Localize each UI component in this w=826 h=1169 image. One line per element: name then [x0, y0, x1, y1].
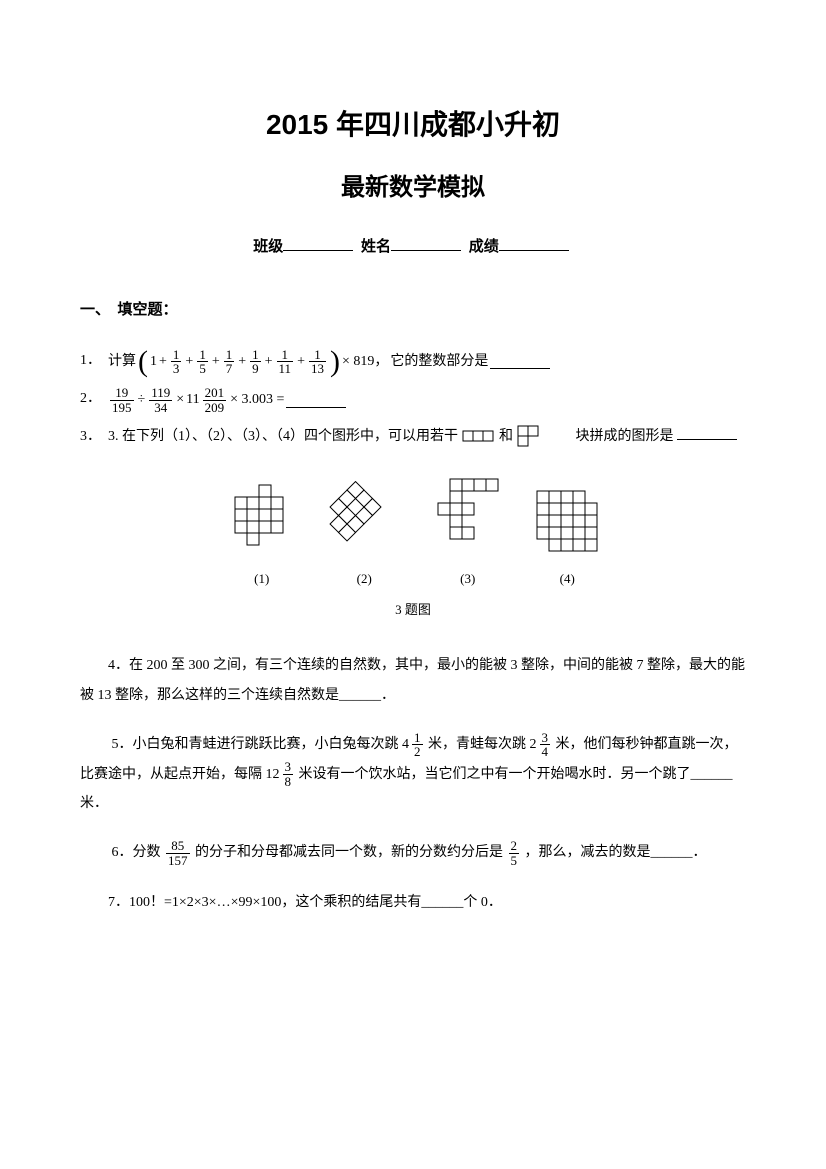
question-5: 5．小白兔和青蛙进行跳跃比赛，小白兔每次跳 412 米，青蛙每次跳 234 米，… — [80, 730, 746, 818]
question-2: 2． 19195 ÷ 11934 × 11201209 × 3.003 = — [80, 386, 746, 414]
doc-subtitle: 最新数学模拟 — [80, 166, 746, 209]
q1-one: 1 — [150, 349, 157, 374]
doc-title: 2015 年四川成都小升初 — [80, 100, 746, 150]
class-label: 班级 — [253, 239, 283, 255]
tromino-i-icon — [462, 430, 496, 444]
q1-body: 计算 ( 1 + 13 + 15 + 17 + 19 + 111 + 113 )… — [108, 348, 746, 376]
score-blank — [499, 235, 569, 251]
score-label: 成绩 — [469, 239, 499, 255]
question-3: 3． 3. 在下列（1）、（2）、（3）、（4）四个图形中，可以用若干 和 块拼… — [80, 424, 746, 449]
figure-caption: 3 题图 — [80, 598, 746, 621]
q1-number: 1． — [80, 348, 108, 373]
tromino-l-icon — [517, 425, 541, 449]
q2-number: 2． — [80, 386, 108, 411]
question-6: 6．分数 85157 的分子和分母都减去同一个数，新的分数约分后是 25 ，那么… — [80, 838, 746, 867]
question-7: 7．100！=1×2×3×…×99×100，这个乘积的结尾共有______个 0… — [80, 888, 746, 917]
figure-3: (3) — [432, 477, 504, 590]
name-label: 姓名 — [361, 239, 391, 255]
q3-number: 3． — [80, 424, 108, 449]
question-4: 4．在 200 至 300 之间，有三个连续的自然数，其中，最小的能被 3 整除… — [80, 651, 746, 710]
figure-row: (1) (2) (3) — [80, 477, 746, 590]
section1-heading: 一、 填空题： — [80, 297, 746, 324]
info-line: 班级 姓名 成绩 — [80, 234, 746, 261]
figure-2: (2) — [328, 481, 400, 590]
q3-body: 3. 在下列（1）、（2）、（3）、（4）四个图形中，可以用若干 和 块拼成的图… — [108, 424, 746, 449]
q2-body: 19195 ÷ 11934 × 11201209 × 3.003 = — [108, 386, 746, 414]
class-blank — [283, 235, 353, 251]
question-1: 1． 计算 ( 1 + 13 + 15 + 17 + 19 + 111 + 11… — [80, 348, 746, 376]
figure-4: (4) — [535, 489, 599, 590]
name-blank — [391, 235, 461, 251]
q1-prefix: 计算 — [108, 349, 136, 374]
figure-1: (1) — [227, 483, 297, 590]
